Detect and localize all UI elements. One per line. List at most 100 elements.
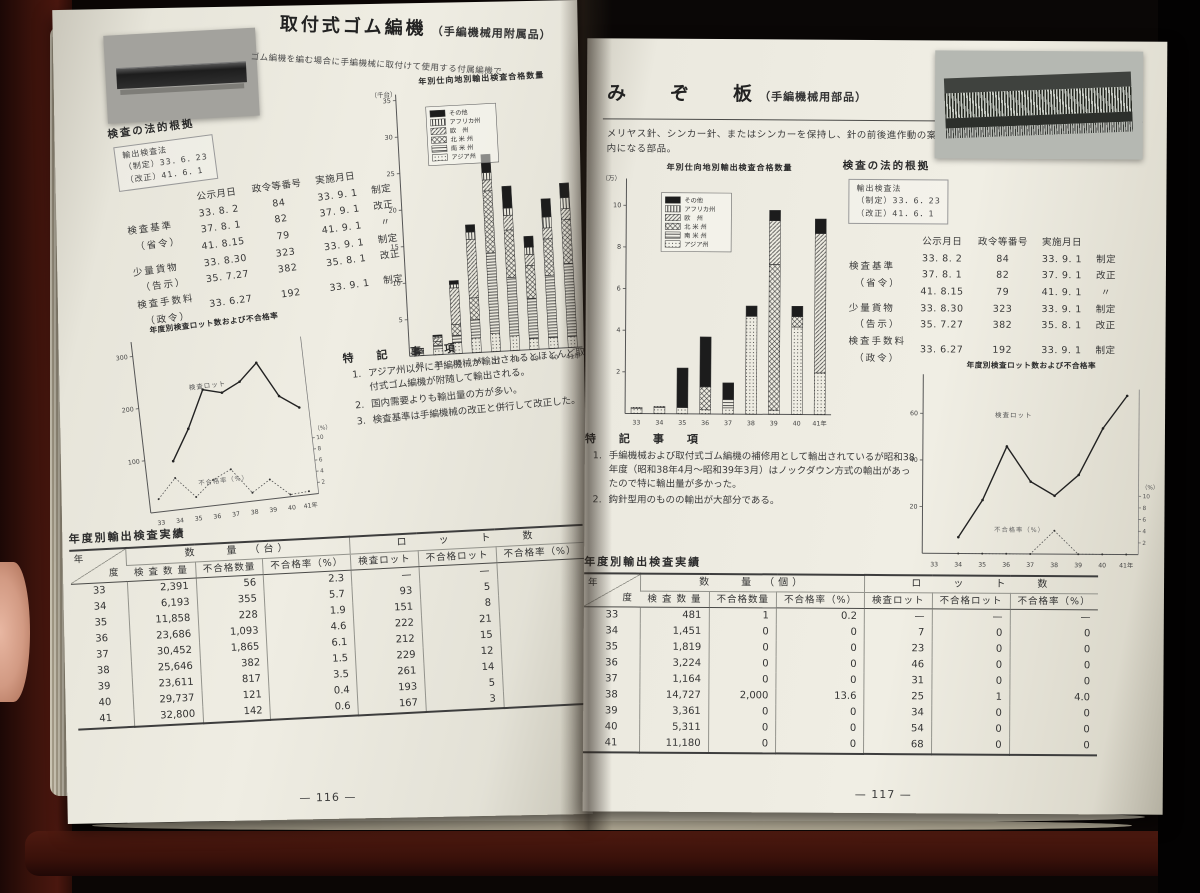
inspection-table: 年度数 量 （台）ロ ッ ト 数検 査 数 量不合格数量 不合格率（%） 検査ロット… [69,523,592,731]
value-cell: 3,224 [639,655,709,673]
value-cell: 0 [1009,658,1098,675]
value-cell: 5,311 [639,719,709,737]
svg-text:北 米 州: 北 米 州 [450,135,473,144]
legal-cell: 41. 9. 1 [1041,287,1082,299]
svg-text:34: 34 [954,561,962,568]
year-cell: 36 [605,657,618,669]
value-cell: 0 [708,640,777,657]
year-corner-header: 年度 [69,548,128,585]
legal-cell: 33. 9. 1 [328,277,371,295]
legal-col-header: 政令等番号 [977,236,1028,249]
svg-text:南 米 州: 南 米 州 [684,232,707,240]
right-page-title: み ぞ 板 [606,82,755,106]
svg-text:33: 33 [416,361,424,368]
svg-text:37: 37 [232,511,241,519]
note-item: 2. 鈎針型用のものの輸出が大部分である。 [592,494,780,507]
svg-text:10: 10 [613,201,621,209]
page-number-left: — 116 — [299,790,357,805]
right-page-description: メリヤス針、シンカー針、またはシンカーを保持し、針の前後進作動の案内になる部品。 [606,128,937,155]
value-cell: 23 [864,641,932,658]
svg-text:15: 15 [390,243,399,251]
svg-text:36: 36 [701,420,709,427]
svg-text:36: 36 [1002,562,1010,569]
page-edges-bottom-2 [80,812,1145,822]
legal-cell: 改正 [1095,320,1116,332]
inspection-table: 年度数 量 （個）ロ ッ ト 数検 査 数 量不合格数量 不合格率（%） 検査ロット… [582,572,1098,757]
legal-cell: 制定 [1095,304,1116,316]
groove-plate-image [944,71,1134,139]
special-notes-left: 特 記 事 項 1. アジア州以外に手編機械が輸出されるとほとんど取付式ゴム編機が… [342,326,593,433]
value-cell: 0 [1009,722,1097,739]
group-header: 数 量 （個） [640,573,865,593]
svg-text:34: 34 [655,420,663,427]
svg-text:南 米 州: 南 米 州 [451,143,474,152]
value-cell: 7 [864,625,932,642]
value-cell: 68 [863,737,932,755]
svg-text:38: 38 [747,420,755,427]
year-cell: 40 [604,721,618,733]
svg-text:20: 20 [909,504,917,511]
value-cell: 481 [640,607,709,625]
legal-cell: 33. 8. 2 [922,253,963,265]
svg-text:100: 100 [128,458,141,466]
value-cell: 0 [1009,706,1097,723]
law-box: 輸出検査法 （制定）33．6．23 （改正）41．6．1 [113,134,219,193]
year-cell: 41 [99,713,113,725]
svg-text:その他: その他 [449,108,468,117]
svg-text:37: 37 [492,357,500,364]
law-box-line: 輸出検査法 [856,183,902,194]
svg-text:検査ロット: 検査ロット [188,379,226,392]
svg-text:欧 州: 欧 州 [684,214,703,222]
svg-text:10: 10 [392,279,401,287]
svg-text:4: 4 [1142,529,1146,535]
svg-text:33: 33 [930,561,938,568]
value-cell: 0 [776,624,865,642]
svg-text:40: 40 [1098,562,1106,569]
legal-cell: 33. 8.30 [920,302,964,315]
svg-text:（万）: （万） [601,174,621,182]
table-title: 年度別輸出検査実績 [584,555,702,569]
svg-text:35: 35 [194,515,203,523]
svg-text:40: 40 [550,354,558,361]
value-cell: 34 [863,705,932,722]
svg-text:40: 40 [793,420,801,427]
group-header: ロ ッ ト 数 [864,574,1098,594]
svg-text:35: 35 [454,359,462,366]
left-page: 取付式ゴム編機 （手編機械用附属品） ゴム編機を編む場合に手編機械に取付けて使用… [52,0,593,824]
value-cell: 0 [1009,738,1097,756]
year-corner-header: 年度 [583,573,641,608]
year-cell: 37 [605,673,618,685]
right-header: み ぞ 板 （手編機械用部品） [607,78,867,107]
legal-row: 少量貨物 （告示） 33. 8.30 323 33. 9. 1 制定 [842,300,1123,331]
svg-text:年度別検査ロット数および不合格率: 年度別検査ロット数および不合格率 [967,360,1097,371]
col-header: 検査ロット [864,592,933,610]
value-cell: 0 [931,625,1010,643]
col-header: 検 査 数 量 [640,591,710,608]
svg-text:20: 20 [388,206,397,214]
value-cell: 0 [931,673,1010,691]
legal-cell: 84 [996,253,1010,265]
legal-cell: 382 [992,320,1013,332]
year-cell: 41 [604,737,618,749]
year-cell: 39 [604,705,618,717]
svg-text:（%）: （%） [1142,484,1159,491]
legal-col-header: 公示月日 [922,236,963,248]
note-item: 1. 手編機械および取付式ゴム編機の補修用として輸出されているが昭和38年度（昭和… [592,450,915,490]
svg-text:35: 35 [678,420,686,427]
svg-text:2: 2 [616,368,620,376]
value-cell: — [864,608,933,626]
background-dark-top [585,0,1200,42]
value-cell: 54 [863,721,932,738]
value-cell: 0 [931,641,1010,659]
table-holder: 年度数 量 （個）ロ ッ ト 数検 査 数 量不合格数量 不合格率（%） 検査ロット… [582,572,1167,757]
legal-cell: 79 [996,286,1010,298]
svg-text:36: 36 [213,513,222,521]
finger [0,562,30,702]
book-cover-bottom [25,831,1175,876]
legal-cell: 37. 8. 1 [921,269,963,281]
svg-text:6: 6 [319,457,324,463]
value-cell: 0 [1009,626,1098,643]
svg-text:33: 33 [632,420,640,427]
svg-text:（千台）: （千台） [370,90,396,100]
